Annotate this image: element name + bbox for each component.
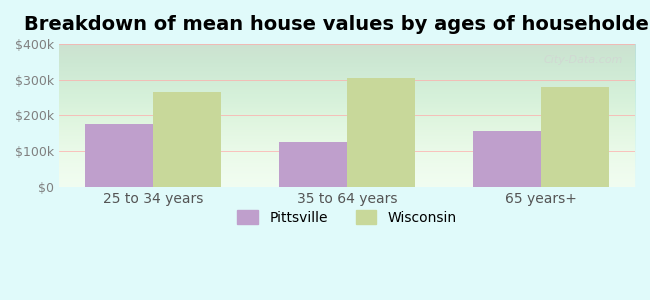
Text: City-Data.com: City-Data.com <box>544 55 623 65</box>
Bar <box>541 87 609 187</box>
Bar <box>279 142 347 187</box>
Bar <box>85 124 153 187</box>
Bar <box>153 92 221 187</box>
Bar <box>473 130 541 187</box>
Legend: Pittsville, Wisconsin: Pittsville, Wisconsin <box>232 204 462 230</box>
Title: Breakdown of mean house values by ages of householders: Breakdown of mean house values by ages o… <box>24 15 650 34</box>
Bar <box>347 78 415 187</box>
